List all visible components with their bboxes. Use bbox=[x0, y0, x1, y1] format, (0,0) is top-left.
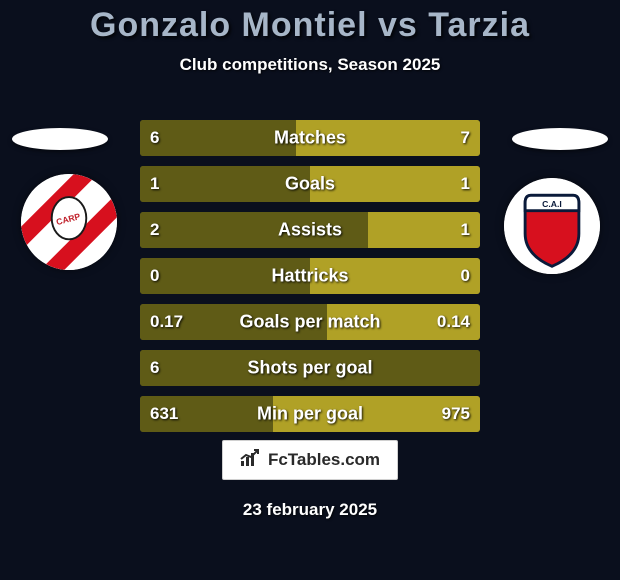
watermark-text: FcTables.com bbox=[268, 450, 380, 470]
stat-label: Goals per match bbox=[239, 312, 380, 333]
player-ellipse-left bbox=[12, 128, 108, 150]
stat-row: Shots per goal 6 bbox=[140, 350, 480, 386]
stat-value-right: 7 bbox=[461, 128, 470, 148]
stat-label: Hattricks bbox=[271, 266, 348, 287]
stat-value-left: 0.17 bbox=[150, 312, 183, 332]
stat-row: Goals 1 1 bbox=[140, 166, 480, 202]
stat-label: Matches bbox=[274, 128, 346, 149]
stat-row: Hattricks 0 0 bbox=[140, 258, 480, 294]
stat-value-left: 2 bbox=[150, 220, 159, 240]
stat-row: Min per goal 631 975 bbox=[140, 396, 480, 432]
comparison-chart: Matches 6 7 Goals 1 1 Assists 2 1 Hattricks 0 0 Goal… bbox=[140, 120, 480, 442]
stat-value-left: 631 bbox=[150, 404, 178, 424]
club-logo-right: C.A.I bbox=[504, 178, 600, 274]
player-ellipse-right bbox=[512, 128, 608, 150]
club-logo-left: CARP bbox=[21, 174, 117, 270]
stat-value-right: 0.14 bbox=[437, 312, 470, 332]
stat-value-left: 0 bbox=[150, 266, 159, 286]
stat-value-right: 1 bbox=[461, 220, 470, 240]
stat-row: Goals per match 0.17 0.14 bbox=[140, 304, 480, 340]
watermark: FcTables.com bbox=[222, 440, 398, 480]
stat-row: Matches 6 7 bbox=[140, 120, 480, 156]
stat-value-left: 6 bbox=[150, 358, 159, 378]
subtitle: Club competitions, Season 2025 bbox=[0, 55, 620, 75]
stat-bar-right bbox=[310, 166, 480, 202]
stat-label: Goals bbox=[285, 174, 335, 195]
stat-label: Assists bbox=[278, 220, 342, 241]
stat-value-left: 1 bbox=[150, 174, 159, 194]
stat-label: Shots per goal bbox=[247, 358, 372, 379]
stat-row: Assists 2 1 bbox=[140, 212, 480, 248]
stat-value-left: 6 bbox=[150, 128, 159, 148]
stat-value-right: 1 bbox=[461, 174, 470, 194]
stat-label: Min per goal bbox=[257, 404, 363, 425]
date-label: 23 february 2025 bbox=[243, 500, 377, 520]
stat-value-right: 975 bbox=[442, 404, 470, 424]
stat-bar-left bbox=[140, 120, 296, 156]
chart-icon bbox=[240, 449, 262, 472]
page-title: Gonzalo Montiel vs Tarzia bbox=[0, 0, 620, 45]
stat-value-right: 0 bbox=[461, 266, 470, 286]
svg-text:C.A.I: C.A.I bbox=[542, 199, 562, 209]
